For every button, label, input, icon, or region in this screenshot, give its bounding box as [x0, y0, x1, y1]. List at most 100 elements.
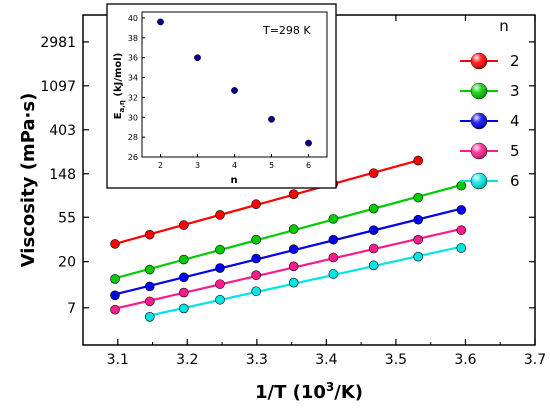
inset-y-tick-label: 36 [128, 54, 138, 63]
legend-label-n5: 5 [510, 142, 520, 160]
x-tick-label: 3.6 [454, 352, 476, 368]
main-series-group [110, 155, 467, 322]
inset-y-axis-title: Ea,η (kJ/mol) [113, 53, 126, 120]
data-point-n4 [328, 234, 339, 245]
data-point-n5 [144, 296, 155, 307]
data-point-n6 [368, 260, 379, 271]
data-point-n4 [288, 244, 299, 254]
x-tick-label: 3.5 [385, 352, 407, 368]
legend: n2 3 4 5 6 [460, 17, 520, 190]
data-point-n4 [251, 253, 261, 264]
data-point-n3 [144, 264, 155, 275]
inset-x-tick-label: 4 [232, 161, 237, 170]
legend-marker-shine [471, 83, 487, 99]
inset-data-point [268, 115, 275, 123]
data-point-n2 [179, 220, 189, 230]
inset-x-tick-label: 2 [158, 161, 163, 170]
data-point-n5 [413, 234, 423, 245]
y-tick-label: 403 [49, 123, 76, 139]
data-point-n3 [110, 274, 120, 284]
data-point-n4 [110, 290, 120, 301]
data-point-n6 [413, 251, 423, 262]
fit-line-n3 [114, 184, 462, 280]
legend-label-n4: 4 [510, 112, 520, 130]
data-point-n3 [288, 224, 299, 234]
data-point-n4 [215, 263, 225, 273]
inset-y-tick-label: 40 [128, 14, 138, 23]
x-axis-title: 1/T (103/K) [255, 380, 363, 403]
data-point-n2 [368, 168, 379, 178]
inset-series-group [157, 18, 312, 147]
y-tick-label: 7 [67, 301, 76, 317]
data-point-n4 [144, 281, 155, 292]
data-point-n3 [179, 254, 189, 265]
legend-marker-shine [471, 173, 487, 189]
legend-label-n3: 3 [510, 82, 520, 100]
data-point-n2 [144, 229, 155, 240]
inset-x-tick-label: 5 [269, 161, 274, 170]
x-tick-label: 3.7 [524, 352, 546, 368]
inset-y-tick-label: 32 [128, 93, 138, 102]
data-point-n2 [215, 210, 225, 220]
data-point-n3 [328, 214, 339, 224]
inset-y-axis-title-sub: a,η [118, 100, 126, 112]
data-point-n5 [179, 287, 189, 298]
x-tick-label: 3.2 [176, 352, 198, 368]
fit-line-n2 [114, 159, 419, 245]
data-point-n6 [251, 286, 261, 297]
inset-y-tick-label: 30 [128, 113, 138, 122]
data-point-n4 [179, 272, 189, 283]
x-axis-title-tail: /K) [334, 382, 363, 403]
x-axis-title-sup: 3 [326, 380, 334, 394]
data-point-n5 [215, 279, 225, 289]
inset-y-tick-label: 26 [128, 153, 138, 162]
data-point-n6 [179, 303, 189, 314]
inset-data-point [194, 54, 201, 62]
y-tick-label: 1097 [40, 79, 76, 95]
data-point-n6 [328, 269, 339, 279]
data-point-n5 [110, 304, 120, 315]
inset-y-tick-label: 38 [128, 34, 138, 43]
data-point-n6 [288, 277, 299, 288]
y-tick-label: 148 [49, 167, 76, 183]
fit-line-n6 [149, 245, 462, 317]
data-point-n3 [368, 203, 379, 214]
data-point-n3 [413, 192, 423, 203]
data-point-n4 [413, 214, 423, 225]
fit-line-n5 [114, 227, 462, 310]
data-point-n6 [456, 243, 467, 253]
data-point-n6 [215, 294, 225, 305]
inset-x-tick-label: 6 [306, 161, 311, 170]
inset-y-tick-label: 34 [128, 74, 138, 83]
data-point-n4 [456, 205, 467, 215]
data-point-n4 [368, 225, 379, 235]
fit-line-n4 [114, 207, 462, 296]
data-point-n5 [456, 225, 467, 235]
legend-marker-shine [471, 113, 487, 129]
inset-y-tick-label: 28 [128, 133, 138, 142]
legend-marker-shine [471, 53, 487, 69]
legend-label-n2: 2 [510, 52, 520, 70]
inset-data-point [157, 18, 164, 26]
data-point-n5 [368, 243, 379, 254]
data-point-n5 [288, 261, 299, 272]
data-point-n3 [215, 244, 225, 255]
y-tick-label: 20 [58, 255, 76, 271]
inset-annotation: T=298 K [262, 24, 311, 37]
x-tick-label: 3.1 [107, 352, 129, 368]
y-axis-title: Viscosity (mPa·s) [18, 93, 39, 268]
inset-data-point [305, 139, 312, 147]
data-point-n6 [144, 312, 155, 322]
inset-x-axis-title: n [230, 175, 237, 186]
legend-title: n [499, 17, 509, 35]
legend-label-n6: 6 [510, 172, 520, 190]
data-point-n5 [251, 270, 261, 281]
data-point-n2 [110, 239, 120, 249]
data-point-n5 [328, 252, 339, 263]
inset-y-axis-title-tail: (kJ/mol) [113, 53, 124, 100]
data-point-n3 [456, 180, 467, 191]
legend-marker-shine [471, 143, 487, 159]
